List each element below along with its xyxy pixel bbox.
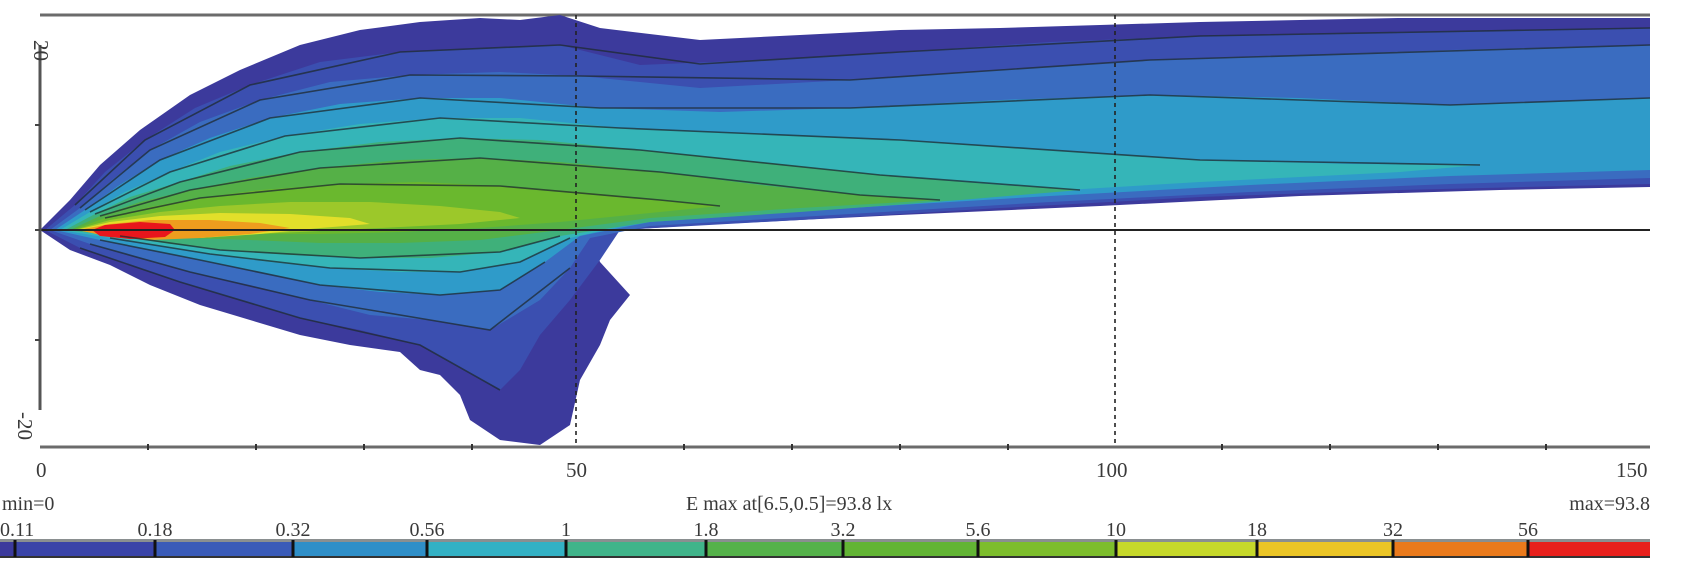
x-axis: 0 50 100 150	[36, 444, 1650, 482]
colorbar-label: 0.56	[410, 519, 445, 541]
colorbar-label: 56	[1518, 519, 1538, 541]
colorbar-label: 0.18	[138, 519, 173, 541]
colorbar: 0.11 0.18 0.32 0.56 1 1.8 3.2 5.6 10 18 …	[0, 519, 1650, 558]
colorbar-label: 1	[561, 519, 571, 541]
x-label-100: 100	[1096, 458, 1128, 482]
colorbar-label: 0.32	[276, 519, 311, 541]
colorbar-label: 1.8	[694, 519, 719, 541]
max-label: max=93.8	[1569, 493, 1650, 515]
y-label-bottom: -20	[13, 412, 37, 440]
colorbar-label: 32	[1383, 519, 1403, 541]
y-label-top: 20	[29, 40, 53, 61]
contour-field	[40, 15, 1650, 445]
colorbar-label: 10	[1106, 519, 1126, 541]
x-label-150: 150	[1616, 458, 1648, 482]
min-label: min=0	[2, 493, 54, 515]
x-label-0: 0	[36, 458, 47, 482]
colorbar-label: 0.11	[0, 519, 34, 541]
colorbar-label: 5.6	[966, 519, 991, 541]
colorbar-label: 18	[1247, 519, 1267, 541]
contour-lines	[74, 27, 1650, 391]
chart-title: E max at[6.5,0.5]=93.8 lx	[686, 493, 892, 515]
y-axis: 20 -20	[13, 40, 53, 440]
x-label-50: 50	[566, 458, 587, 482]
colorbar-label: 3.2	[831, 519, 856, 541]
